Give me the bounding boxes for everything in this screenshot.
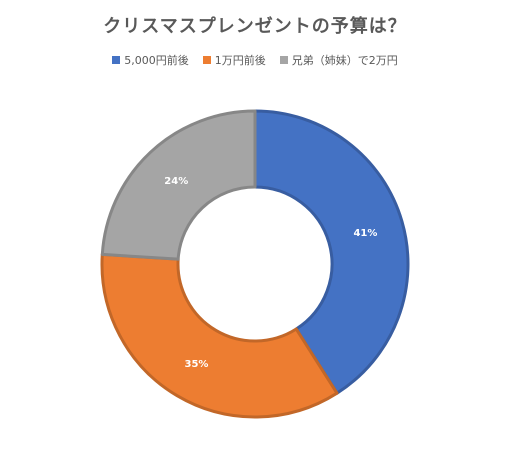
chart-title: クリスマスプレンゼントの予算は？: [103, 16, 407, 37]
legend-item-1: 1万円前後: [202, 52, 266, 68]
legend-label-0: 5,000円前後: [124, 54, 189, 67]
donut-slice-1: [100, 252, 339, 419]
chart-legend: 5,000円前後 1万円前後 兄弟（姉妹）で2万円: [0, 52, 510, 68]
donut-slice-2: [100, 109, 257, 261]
legend-label-1: 1万円前後: [214, 54, 266, 67]
slice-label-2: 24%: [164, 176, 188, 187]
legend-item-2: 兄弟（姉妹）で2万円: [279, 52, 398, 68]
legend-label-2: 兄弟（姉妹）で2万円: [291, 54, 398, 67]
legend-swatch-2: [279, 56, 288, 64]
slice-label-0: 41%: [353, 228, 377, 239]
donut-slice-0: [253, 109, 410, 395]
slice-label-1: 35%: [184, 359, 208, 370]
legend-item-0: 5,000円前後: [112, 52, 189, 68]
legend-swatch-0: [112, 56, 121, 64]
legend-swatch-1: [202, 56, 211, 64]
